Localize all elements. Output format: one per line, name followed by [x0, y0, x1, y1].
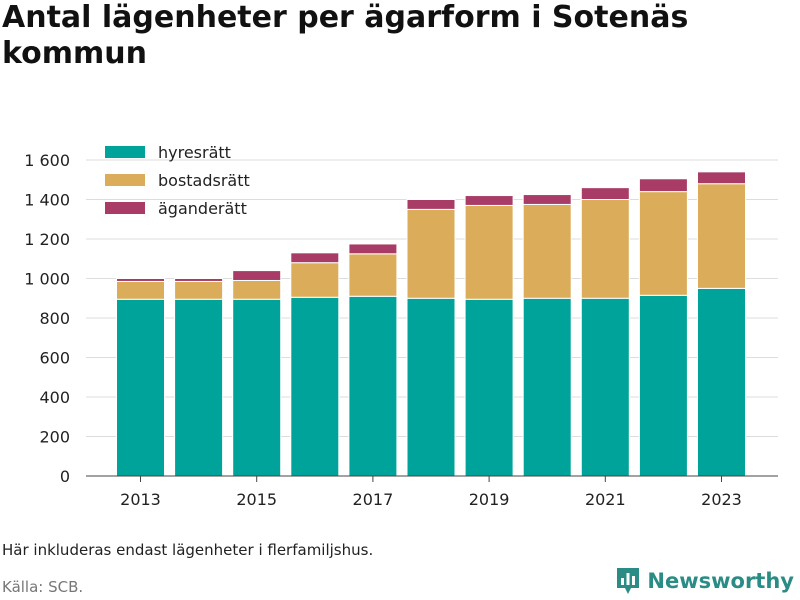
brand-name: Newsworthy	[647, 569, 794, 593]
y-tick-label: 600	[39, 349, 70, 368]
bar-stack-2013	[116, 278, 165, 477]
bar-segment	[522, 194, 572, 205]
bar-stack-2020	[522, 194, 572, 477]
y-tick-label: 0	[60, 467, 70, 486]
bar-segment	[174, 298, 224, 477]
bar-segment	[116, 278, 165, 282]
bar-segment	[174, 280, 224, 300]
x-tick-label: 2019	[469, 490, 510, 509]
x-tick-label: 2023	[701, 490, 742, 509]
bar-segment	[174, 278, 224, 282]
bar-segment	[697, 183, 746, 289]
bar-stack-2016	[290, 252, 340, 477]
bar-segment	[464, 204, 514, 300]
bar-segment	[232, 270, 282, 281]
bar-segment	[348, 243, 398, 255]
y-tick-label: 200	[39, 428, 70, 447]
bar-segment	[638, 178, 688, 193]
chart-source: Källa: SCB.	[2, 578, 84, 596]
bar-segment	[580, 297, 630, 477]
bar-segment	[406, 208, 456, 299]
x-axis-tick-labels: 2013 2015 2017 2019 2021 2023	[120, 476, 742, 509]
bar-stack-2018	[406, 199, 456, 477]
legend-item: hyresrätt	[105, 143, 231, 162]
bar-segment	[522, 203, 572, 299]
bar-stack-2014	[174, 278, 224, 477]
chart-note: Här inkluderas endast lägenheter i flerf…	[2, 541, 374, 559]
bar-segment	[638, 294, 688, 477]
bars	[116, 171, 746, 477]
bar-segment	[232, 279, 282, 300]
x-tick-label: 2015	[236, 490, 277, 509]
y-axis-tick-labels: 0 200 400 600 800 1 000 1 200 1 400 1 600	[24, 151, 70, 486]
legend-item: äganderätt	[105, 199, 247, 218]
bar-segment	[348, 253, 398, 297]
bar-segment	[348, 295, 398, 477]
y-tick-label: 1 000	[24, 270, 70, 289]
y-tick-label: 800	[39, 309, 70, 328]
bar-segment	[522, 297, 572, 477]
x-tick-label: 2021	[585, 490, 626, 509]
x-tick-label: 2013	[120, 490, 161, 509]
legend-label: hyresrätt	[158, 143, 231, 162]
legend-swatch	[105, 146, 145, 158]
legend: hyresrätt bostadsrätt äganderätt	[105, 143, 250, 218]
bar-segment	[232, 298, 282, 477]
bar-segment	[116, 298, 165, 477]
bar-segment	[580, 199, 630, 299]
y-tick-label: 400	[39, 388, 70, 407]
bar-segment	[638, 191, 688, 296]
bar-segment	[464, 298, 514, 477]
bar-segment	[697, 171, 746, 185]
legend-label: äganderätt	[158, 199, 247, 218]
bar-stack-2017	[348, 243, 398, 477]
y-tick-label: 1 200	[24, 230, 70, 249]
legend-label: bostadsrätt	[158, 171, 250, 190]
x-tick-label: 2017	[353, 490, 394, 509]
bar-segment	[697, 287, 746, 477]
bar-segment	[116, 280, 165, 300]
y-tick-label: 1 400	[24, 191, 70, 210]
bar-stack-2022	[638, 178, 688, 477]
bar-chart-logo-icon	[617, 568, 640, 594]
bar-segment	[406, 297, 456, 477]
bar-stack-2021	[580, 187, 630, 477]
bar-segment	[290, 262, 340, 298]
bar-segment	[580, 187, 630, 200]
chart-title: Antal lägenheter per ägarform i Sotenäs …	[2, 0, 689, 71]
bar-stack-2015	[232, 270, 282, 477]
bar-stack-2019	[464, 195, 514, 477]
bar-segment	[290, 252, 340, 264]
legend-item: bostadsrätt	[105, 171, 250, 190]
legend-swatch	[105, 174, 145, 186]
bar-stack-2023	[697, 171, 746, 477]
legend-swatch	[105, 202, 145, 214]
y-tick-label: 1 600	[24, 151, 70, 170]
bar-segment	[406, 199, 456, 210]
bar-segment	[290, 296, 340, 477]
bar-segment	[464, 195, 514, 206]
brand-logo: Newsworthy	[615, 566, 794, 596]
